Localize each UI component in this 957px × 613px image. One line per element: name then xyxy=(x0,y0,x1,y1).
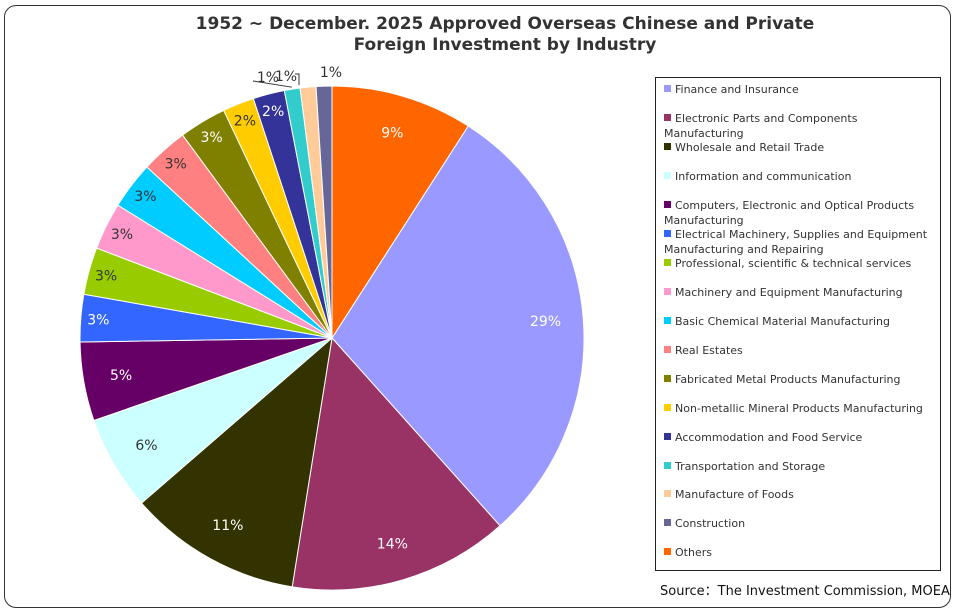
legend-item: Electronic Parts and Components Manufact… xyxy=(664,111,939,141)
legend-swatch xyxy=(664,114,671,121)
legend-swatch xyxy=(664,548,671,555)
legend-item: Basic Chemical Material Manufacturing xyxy=(664,314,939,329)
legend-swatch xyxy=(664,519,671,526)
data-label: 2% xyxy=(262,104,284,120)
legend-swatch xyxy=(664,375,671,382)
legend-swatch xyxy=(664,346,671,353)
data-label: 6% xyxy=(135,438,157,454)
legend-label: Others xyxy=(675,546,712,559)
legend-item: Non-metallic Mineral Products Manufactur… xyxy=(664,401,939,416)
legend-label: Manufacture of Foods xyxy=(675,488,794,501)
legend-label: Construction xyxy=(675,517,746,530)
data-label: 3% xyxy=(87,312,109,328)
data-label: 1% xyxy=(275,69,297,85)
title-line-2: Foreign Investment by Industry xyxy=(353,35,657,55)
legend-label: Non-metallic Mineral Products Manufactur… xyxy=(675,402,923,415)
pie-slice xyxy=(331,125,585,527)
legend-swatch xyxy=(664,201,671,208)
legend-label: Basic Chemical Material Manufacturing xyxy=(675,315,890,328)
legend-label: Machinery and Equipment Manufacturing xyxy=(675,286,903,299)
data-label: 3% xyxy=(165,156,187,172)
data-label: 2% xyxy=(234,113,256,129)
legend-item: Computers, Electronic and Optical Produc… xyxy=(664,198,939,228)
leader-line xyxy=(252,80,292,88)
legend-item: Machinery and Equipment Manufacturing xyxy=(664,285,939,300)
legend-label: Real Estates xyxy=(675,344,743,357)
pie-slice xyxy=(331,85,469,340)
data-label: 1% xyxy=(320,65,342,81)
pie-slice xyxy=(291,336,501,591)
legend-swatch xyxy=(664,143,671,150)
legend-item: Others xyxy=(664,545,939,560)
data-label: 3% xyxy=(134,189,156,205)
pie-slice xyxy=(140,336,333,588)
data-label: 3% xyxy=(111,227,133,243)
legend-swatch xyxy=(664,433,671,440)
legend-label: Electrical Machinery, Supplies and Equip… xyxy=(664,228,928,256)
legend-label: Professional, scientific & technical ser… xyxy=(675,257,912,270)
data-label: 9% xyxy=(381,125,403,141)
data-label: 14% xyxy=(377,537,408,553)
legend-swatch xyxy=(664,288,671,295)
legend-swatch xyxy=(664,462,671,469)
legend-swatch xyxy=(664,259,671,266)
legend-label: Accommodation and Food Service xyxy=(675,431,863,444)
data-label: 3% xyxy=(201,130,223,146)
legend-item: Accommodation and Food Service xyxy=(664,430,939,445)
legend: Finance and Insurance Electronic Parts an… xyxy=(655,77,941,571)
legend-swatch xyxy=(664,85,671,92)
legend-label: Fabricated Metal Products Manufacturing xyxy=(675,373,901,386)
legend-item: Electrical Machinery, Supplies and Equip… xyxy=(664,227,939,257)
data-label: 29% xyxy=(530,314,561,330)
legend-swatch xyxy=(664,172,671,179)
legend-item: Wholesale and Retail Trade xyxy=(664,140,939,155)
legend-swatch xyxy=(664,317,671,324)
legend-swatch xyxy=(664,404,671,411)
legend-item: Fabricated Metal Products Manufacturing xyxy=(664,372,939,387)
leader-line xyxy=(295,73,300,86)
legend-swatch xyxy=(664,230,671,237)
data-label: 3% xyxy=(95,269,117,285)
data-label: 5% xyxy=(110,368,132,384)
source-note: Source：The Investment Commission, MOEA xyxy=(660,584,950,599)
legend-item: Information and communication xyxy=(664,169,939,184)
legend-label: Information and communication xyxy=(675,170,852,183)
legend-label: Wholesale and Retail Trade xyxy=(675,141,825,154)
legend-label: Finance and Insurance xyxy=(675,83,799,96)
legend-item: Manufacture of Foods xyxy=(664,487,939,502)
legend-label: Transportation and Storage xyxy=(675,460,826,473)
chart-title: 1952 ~ December. 2025 Approved Overseas … xyxy=(0,14,957,56)
legend-item: Transportation and Storage xyxy=(664,459,939,474)
legend-item: Construction xyxy=(664,516,939,531)
legend-item: Real Estates xyxy=(664,343,939,358)
data-label: 11% xyxy=(212,518,243,534)
legend-item: Professional, scientific & technical ser… xyxy=(664,256,939,271)
legend-swatch xyxy=(664,490,671,497)
legend-label: Computers, Electronic and Optical Produc… xyxy=(664,199,915,227)
legend-label: Electronic Parts and Components Manufact… xyxy=(664,112,858,140)
legend-item: Finance and Insurance xyxy=(664,82,939,97)
title-line-1: 1952 ~ December. 2025 Approved Overseas … xyxy=(195,14,815,34)
